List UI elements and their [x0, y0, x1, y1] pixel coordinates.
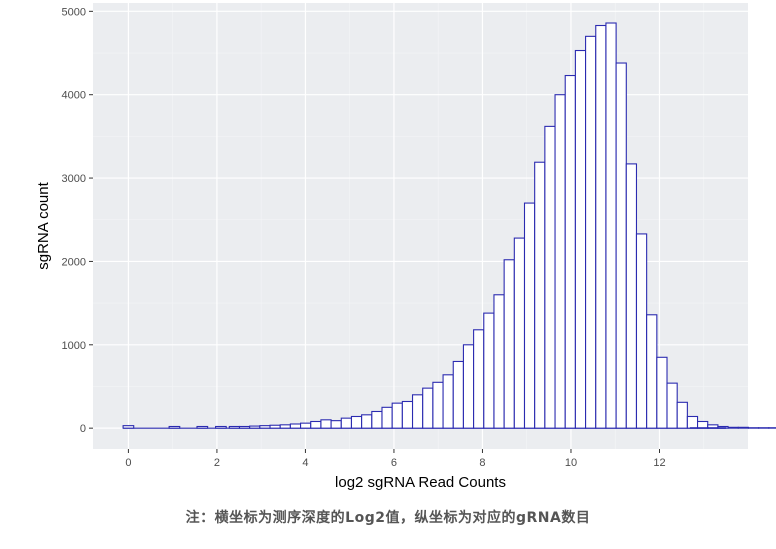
- histogram-bar: [215, 425, 227, 429]
- histogram-bar: [615, 62, 627, 429]
- histogram-bar: [727, 426, 739, 429]
- histogram-bars: [122, 22, 776, 429]
- histogram-bar: [696, 420, 709, 429]
- histogram-bar: [330, 420, 342, 429]
- histogram-bar: [666, 382, 678, 429]
- histogram-bar: [122, 425, 135, 429]
- histogram-bar: [411, 394, 424, 429]
- histogram-chart: 0 2 4 6 8 10 12 0 1000 2000 3000 4000 5000 log2 sgR…: [35, 3, 776, 491]
- histogram-bar: [605, 22, 617, 429]
- histogram-bar: [422, 387, 434, 429]
- x-tick-label: 12: [653, 457, 665, 469]
- histogram-bar: [462, 344, 475, 429]
- histogram-bar: [544, 125, 556, 429]
- histogram-bar: [279, 424, 291, 429]
- histogram-bar: [320, 419, 332, 429]
- x-axis-ticks: 0 2 4 6 8 10 12: [125, 449, 666, 469]
- histogram-bar: [676, 401, 688, 429]
- y-tick-label: 0: [80, 423, 86, 435]
- histogram-bar: [686, 415, 699, 429]
- histogram-bar: [196, 425, 209, 429]
- histogram-bar: [473, 329, 485, 429]
- histogram-bar: [635, 233, 648, 429]
- histogram-bar: [310, 420, 322, 429]
- histogram-bar: [493, 294, 505, 429]
- histogram-bar: [228, 425, 241, 429]
- histogram-bar: [350, 415, 363, 429]
- x-tick-label: 8: [479, 457, 485, 469]
- histogram-bar: [595, 24, 607, 429]
- histogram-bar: [238, 425, 251, 429]
- histogram-bar: [523, 202, 536, 429]
- x-tick-label: 4: [302, 457, 308, 469]
- x-tick-label: 2: [214, 457, 220, 469]
- histogram-bar: [432, 381, 444, 429]
- histogram-bar: [554, 94, 566, 429]
- histogram-bar: [361, 414, 373, 429]
- histogram-bar: [289, 423, 302, 429]
- histogram-bar: [259, 425, 271, 429]
- x-axis-title: log2 sgRNA Read Counts: [335, 474, 506, 491]
- y-tick-label: 2000: [62, 256, 86, 268]
- histogram-bar: [513, 237, 526, 429]
- histogram-bar: [585, 35, 597, 429]
- histogram-bar: [534, 161, 546, 429]
- histogram-bar: [391, 402, 403, 429]
- x-tick-label: 6: [391, 457, 397, 469]
- histogram-bar: [574, 49, 587, 429]
- x-tick-label: 10: [565, 457, 577, 469]
- histogram-bar: [168, 425, 181, 429]
- y-tick-label: 3000: [62, 173, 86, 185]
- histogram-bar: [442, 374, 454, 429]
- histogram-bar: [564, 74, 576, 429]
- x-tick-label: 0: [125, 457, 131, 469]
- histogram-bar: [737, 426, 749, 429]
- histogram-bar: [452, 360, 464, 429]
- histogram-bar: [381, 406, 393, 429]
- y-axis-title: sgRNA count: [35, 181, 52, 269]
- y-tick-label: 5000: [62, 6, 86, 18]
- histogram-bar: [401, 400, 414, 429]
- histogram-bar: [656, 356, 668, 429]
- histogram-bar: [249, 425, 261, 429]
- histogram-bar: [483, 312, 495, 429]
- histogram-bar: [340, 417, 353, 429]
- histogram-bar: [503, 259, 515, 429]
- histogram-bar: [646, 314, 658, 429]
- y-tick-label: 4000: [62, 90, 86, 102]
- figure-caption: 注：横坐标为测序深度的Log2值，纵坐标为对应的gRNA数目: [185, 510, 591, 526]
- histogram-bar: [625, 163, 638, 429]
- y-tick-label: 1000: [62, 340, 86, 352]
- histogram-bar: [300, 422, 312, 429]
- y-axis-ticks: 0 1000 2000 3000 4000 5000: [62, 6, 93, 435]
- histogram-bar: [371, 410, 383, 429]
- histogram-bar: [269, 424, 281, 429]
